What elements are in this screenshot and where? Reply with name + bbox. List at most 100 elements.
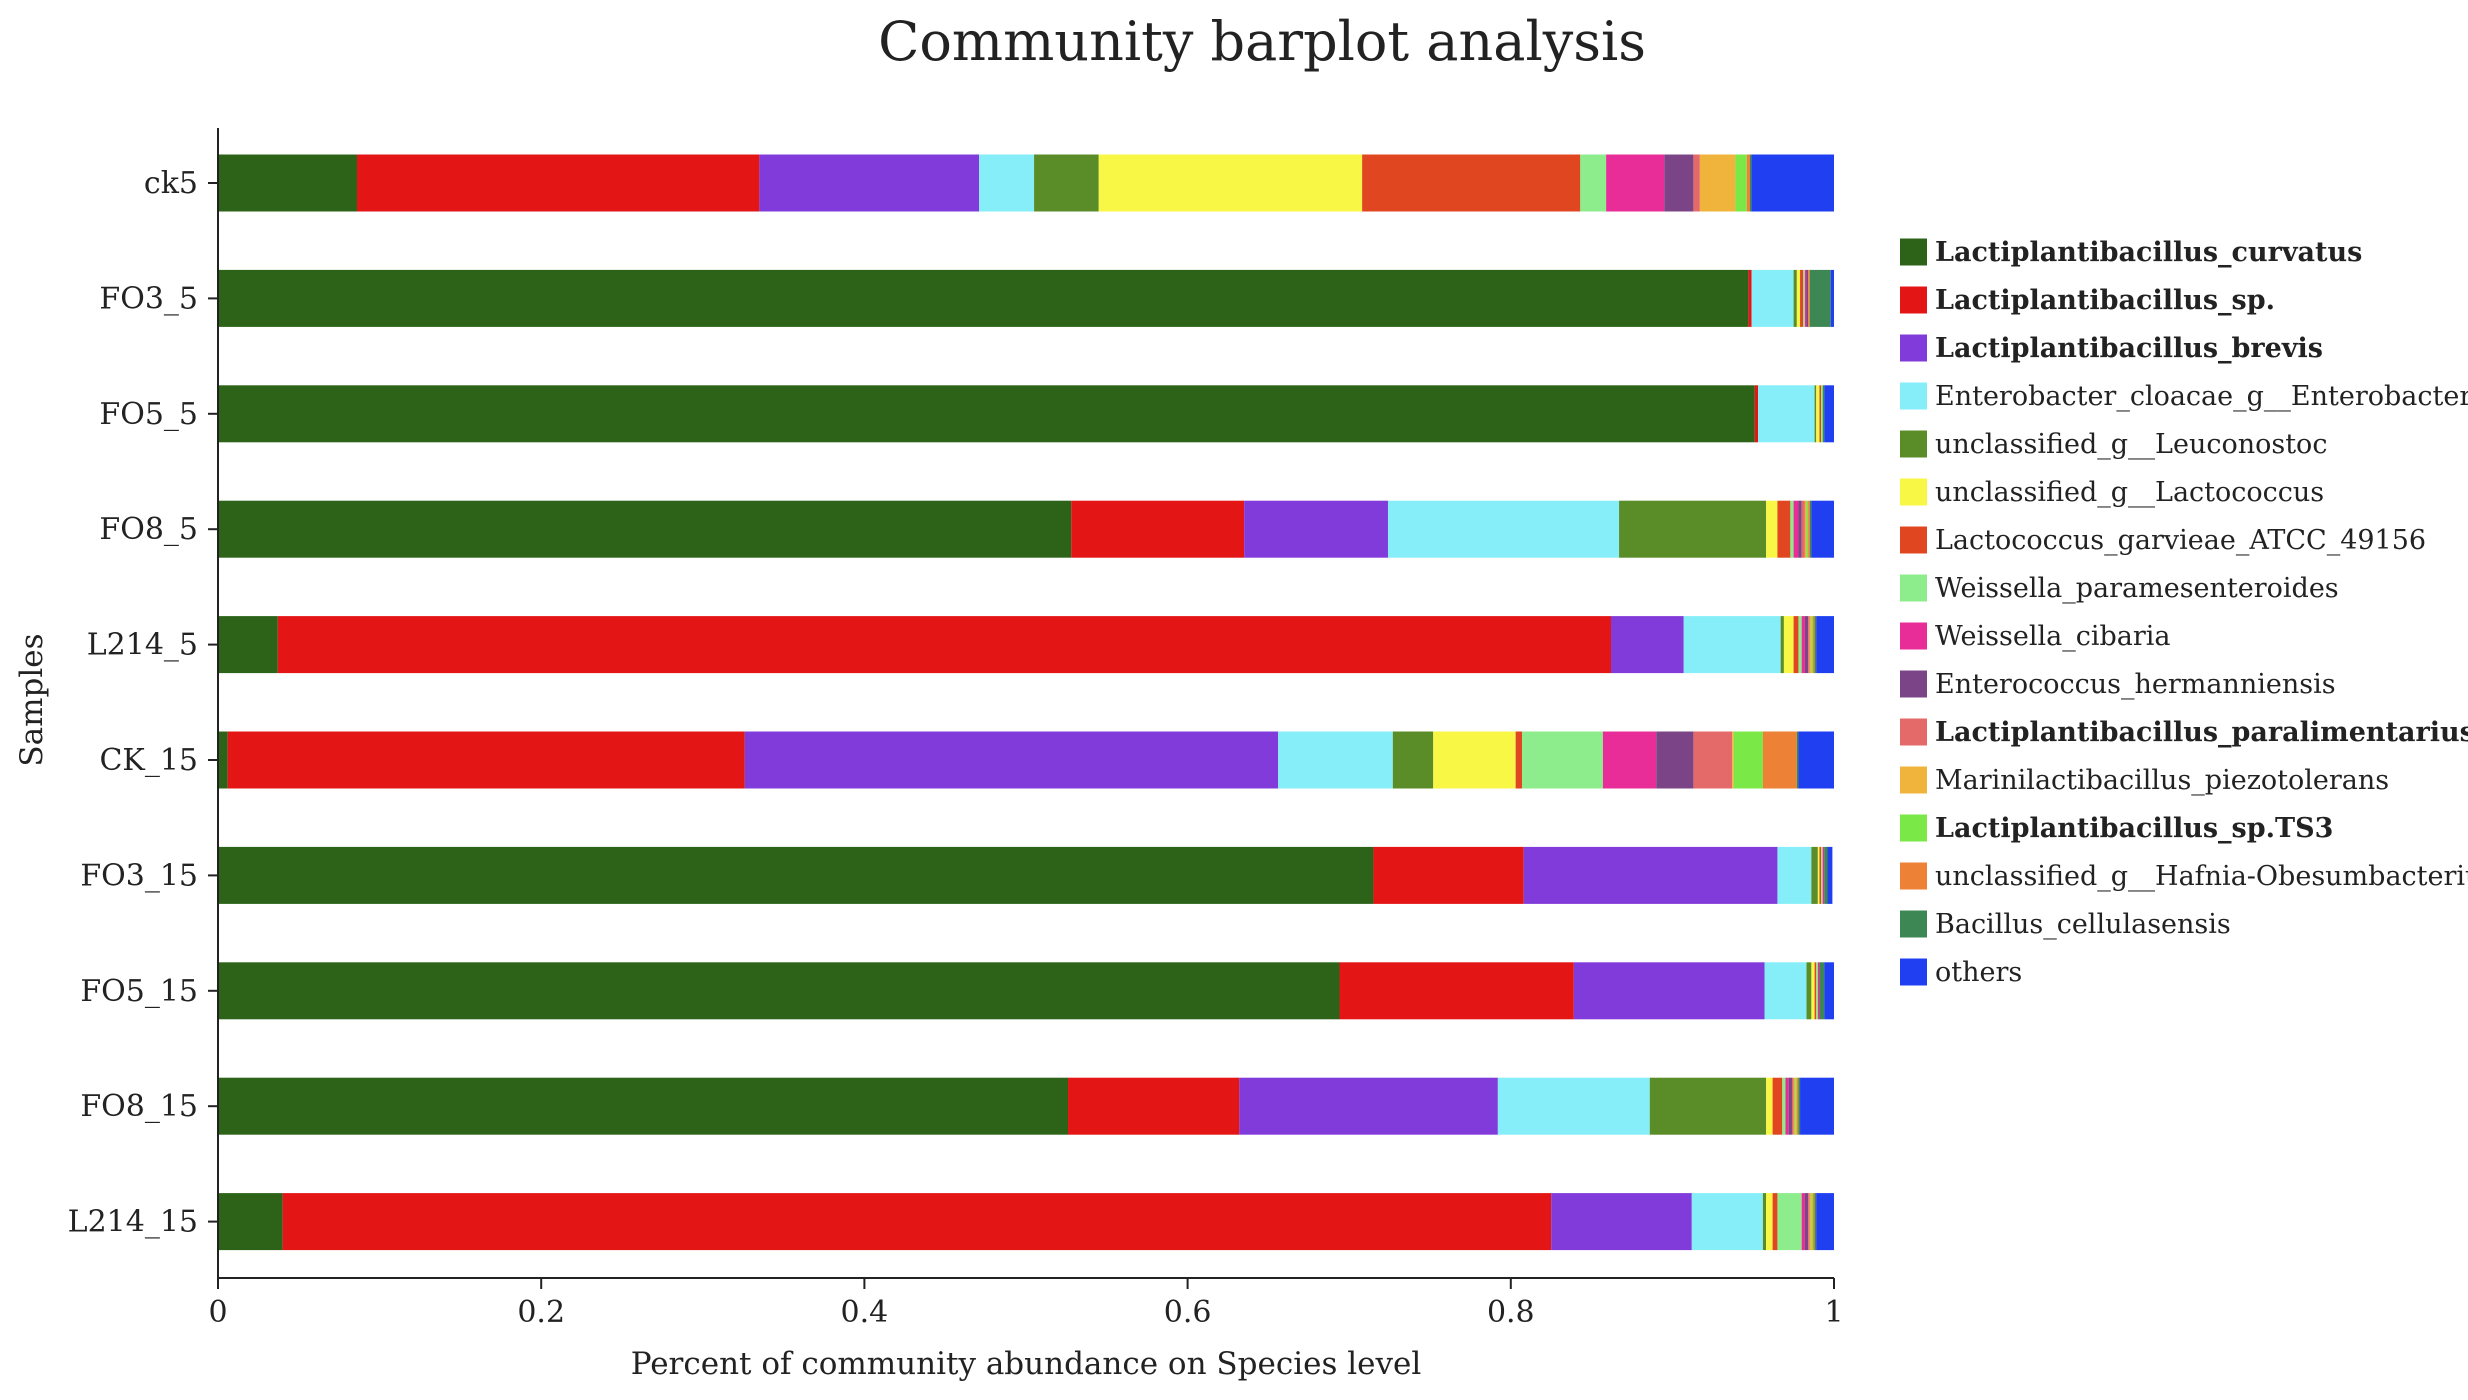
bar-segment bbox=[1244, 500, 1388, 558]
bar-segment bbox=[1777, 1193, 1802, 1251]
legend-swatch bbox=[1900, 430, 1927, 458]
legend-swatch bbox=[1900, 910, 1927, 938]
bar-segment bbox=[218, 154, 357, 212]
bar-segment bbox=[1801, 1193, 1805, 1251]
bar-segment bbox=[1816, 962, 1818, 1020]
bar-segment bbox=[1804, 269, 1807, 327]
legend-swatch bbox=[1900, 382, 1927, 410]
bar-segment bbox=[1812, 616, 1815, 674]
bar-segment bbox=[1804, 616, 1809, 674]
legend-swatch bbox=[1900, 958, 1927, 986]
bar-segment bbox=[979, 154, 1035, 212]
legend-item: Lactiplantibacillus_sp. bbox=[1900, 285, 2275, 316]
bar-segment bbox=[1497, 1077, 1650, 1135]
legend-swatch bbox=[1900, 766, 1927, 794]
bar-segment bbox=[1751, 154, 1834, 212]
legend-item: unclassified_g__Hafnia-Obesumbacterium bbox=[1900, 861, 2468, 892]
bar-segment bbox=[1817, 846, 1820, 904]
bar-segment bbox=[1796, 1077, 1799, 1135]
bar-segment bbox=[1824, 846, 1828, 904]
bar-segment bbox=[1098, 154, 1363, 212]
bar-segment bbox=[1806, 962, 1812, 1020]
bar-segment bbox=[1806, 500, 1809, 558]
bar-segment bbox=[1732, 731, 1734, 789]
bar-segment bbox=[1801, 616, 1805, 674]
bar-row-FO8_15 bbox=[218, 1077, 1834, 1135]
bar-segment bbox=[1801, 500, 1805, 558]
bar-segment bbox=[1683, 616, 1781, 674]
y-tick-label: FO8_15 bbox=[80, 1089, 198, 1124]
legend-item: Lactiplantibacillus_brevis bbox=[1900, 333, 2323, 364]
bar-segment bbox=[759, 154, 980, 212]
bar-segment bbox=[1573, 962, 1765, 1020]
legend-item: Lactococcus_garvieae_ATCC_49156 bbox=[1900, 525, 2426, 556]
bar-segment bbox=[1793, 269, 1797, 327]
bar-segment bbox=[1766, 500, 1778, 558]
bar-segment bbox=[227, 731, 745, 789]
bar-segment bbox=[1610, 616, 1684, 674]
bar-segment bbox=[356, 154, 760, 212]
bar-segment bbox=[1766, 1193, 1773, 1251]
legend-label: Lactiplantibacillus_brevis bbox=[1935, 333, 2323, 364]
legend-item: Lactiplantibacillus_sp.TS3 bbox=[1900, 813, 2333, 844]
x-tick-label: 0.6 bbox=[1164, 1295, 1212, 1330]
bar-segment bbox=[1551, 1193, 1692, 1251]
bar-segment bbox=[1758, 385, 1815, 443]
bar-segment bbox=[1798, 616, 1802, 674]
bar-segment bbox=[1814, 962, 1817, 1020]
bar-segment bbox=[1793, 1077, 1796, 1135]
bar-segment bbox=[218, 1077, 1069, 1135]
legend-swatch bbox=[1900, 574, 1927, 602]
bar-segment bbox=[282, 1193, 1552, 1251]
bar-segment bbox=[218, 962, 1340, 1020]
legend-label: Marinilactibacillus_piezotolerans bbox=[1935, 765, 2389, 796]
bar-segment bbox=[1800, 269, 1804, 327]
bar-row-L214_15 bbox=[218, 1193, 1834, 1251]
legend-item: Lactiplantibacillus_curvatus bbox=[1900, 237, 2362, 268]
legend-swatch bbox=[1900, 526, 1927, 554]
bar-segment bbox=[1795, 1077, 1797, 1135]
bar-segment bbox=[1804, 1193, 1809, 1251]
y-axis: ck5 FO3_5 FO5_5 FO8_5 L214_5 CK_15 FO3_15 FO5_1… bbox=[68, 128, 219, 1278]
bar-segment bbox=[1772, 1077, 1783, 1135]
legend-swatch bbox=[1900, 718, 1927, 746]
bar-segment bbox=[1811, 1193, 1813, 1251]
bars-group bbox=[218, 154, 1834, 1251]
bar-segment bbox=[1803, 269, 1805, 327]
bar-segment bbox=[1693, 731, 1733, 789]
bar-segment bbox=[1821, 846, 1823, 904]
legend-item: Weissella_cibaria bbox=[1900, 621, 2171, 652]
bar-segment bbox=[1808, 616, 1810, 674]
bar-segment bbox=[1034, 154, 1099, 212]
legend-swatch bbox=[1900, 622, 1927, 650]
bar-segment bbox=[1814, 1193, 1817, 1251]
legend-label: Enterococcus_hermanniensis bbox=[1935, 669, 2336, 700]
legend-label: Enterobacter_cloacae_g__Enterobacter bbox=[1935, 381, 2468, 412]
bar-segment bbox=[1816, 385, 1820, 443]
legend-label: unclassified_g__Hafnia-Obesumbacterium bbox=[1935, 861, 2468, 892]
bar-segment bbox=[1387, 500, 1620, 558]
bar-segment bbox=[218, 269, 1749, 327]
bar-segment bbox=[1746, 154, 1750, 212]
legend-swatch bbox=[1900, 334, 1927, 362]
bar-segment bbox=[218, 500, 1072, 558]
bar-segment bbox=[1602, 731, 1657, 789]
bar-segment bbox=[1816, 1193, 1834, 1251]
bar-segment bbox=[1808, 269, 1810, 327]
legend-label: Weissella_paramesenteroides bbox=[1935, 573, 2339, 604]
bar-segment bbox=[1777, 846, 1812, 904]
legend-label: unclassified_g__Lactococcus bbox=[1935, 477, 2324, 508]
bar-segment bbox=[1782, 1077, 1786, 1135]
bar-segment bbox=[1523, 846, 1778, 904]
bar-segment bbox=[1816, 616, 1834, 674]
y-tick-label: FO8_5 bbox=[99, 512, 198, 547]
bar-segment bbox=[1783, 616, 1794, 674]
bar-segment bbox=[1239, 1077, 1498, 1135]
bar-segment bbox=[1798, 731, 1834, 789]
bar-segment bbox=[1764, 962, 1807, 1020]
bar-segment bbox=[1785, 1077, 1789, 1135]
y-tick-label: L214_5 bbox=[87, 628, 198, 663]
legend-item: others bbox=[1900, 957, 2022, 988]
legend-swatch bbox=[1900, 238, 1927, 266]
